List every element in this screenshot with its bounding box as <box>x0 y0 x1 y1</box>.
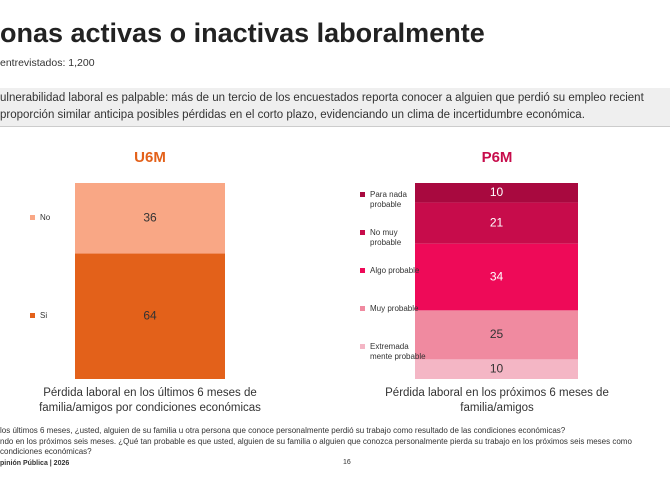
legend-entry: Extremada mente probable <box>360 342 428 362</box>
legend-swatch <box>360 268 365 273</box>
footnote: los últimos 6 meses, ¿usted, alguien de … <box>0 426 566 435</box>
data-label: 34 <box>490 269 504 283</box>
footer-source: pinión Pública | 2026 <box>0 460 70 467</box>
legend-entry: Para nada probable <box>360 190 428 210</box>
sample-size: entrevistados: 1,200 <box>0 57 95 69</box>
legend-swatch <box>360 344 365 349</box>
footnote: ndo en los próximos seis meses. ¿Qué tan… <box>0 437 632 446</box>
description-line: proporción similar anticipa posibles pér… <box>0 109 585 121</box>
chart-title: P6M <box>482 149 513 166</box>
data-label: 21 <box>490 215 504 229</box>
legend-label: Si <box>40 311 48 321</box>
data-label: 10 <box>490 185 504 199</box>
legend-swatch <box>360 192 365 197</box>
description-line: ulnerabilidad laboral es palpable: más d… <box>0 92 644 104</box>
x-axis-label: Pérdida laboral en los últimos 6 meses d… <box>39 387 261 414</box>
bar-segment <box>75 253 225 379</box>
page-number: 16 <box>343 459 351 466</box>
legend-entry: Si <box>30 311 98 321</box>
footnote: condiciones económicas? <box>0 447 92 456</box>
legend-label: Muy probable <box>370 304 419 313</box>
data-label: 64 <box>143 308 157 322</box>
bar-segment <box>415 359 578 379</box>
slide-title: onas activas o inactivas laboralmente <box>0 18 485 48</box>
data-label: 36 <box>143 210 157 224</box>
legend-entry: No <box>30 213 98 223</box>
bar-segment <box>415 310 578 360</box>
bar-segment <box>415 202 578 244</box>
legend-swatch <box>30 313 35 319</box>
data-label: 10 <box>490 361 504 375</box>
x-axis-label: Pérdida laboral en los próximos 6 meses … <box>385 387 609 414</box>
data-label: 25 <box>490 327 504 341</box>
legend-label: Para nada probable <box>370 190 407 209</box>
description-box: ulnerabilidad laboral es palpable: más d… <box>0 88 670 127</box>
legend-swatch <box>30 215 35 221</box>
legend-label: No <box>40 213 51 223</box>
legend-swatch <box>360 306 365 311</box>
legend-label: Algo probable <box>370 266 420 275</box>
legend-entry: No muy probable <box>360 228 428 248</box>
chart-title: U6M <box>134 149 166 166</box>
bar-segment <box>415 183 578 203</box>
bar-segment <box>415 243 578 311</box>
legend-entry: Muy probable <box>360 304 428 314</box>
legend-swatch <box>360 230 365 235</box>
legend-entry: Algo probable <box>360 266 428 276</box>
legend-label: No muy probable <box>370 228 402 247</box>
bar-segment <box>75 183 225 254</box>
legend-label: Extremada mente probable <box>370 342 426 361</box>
